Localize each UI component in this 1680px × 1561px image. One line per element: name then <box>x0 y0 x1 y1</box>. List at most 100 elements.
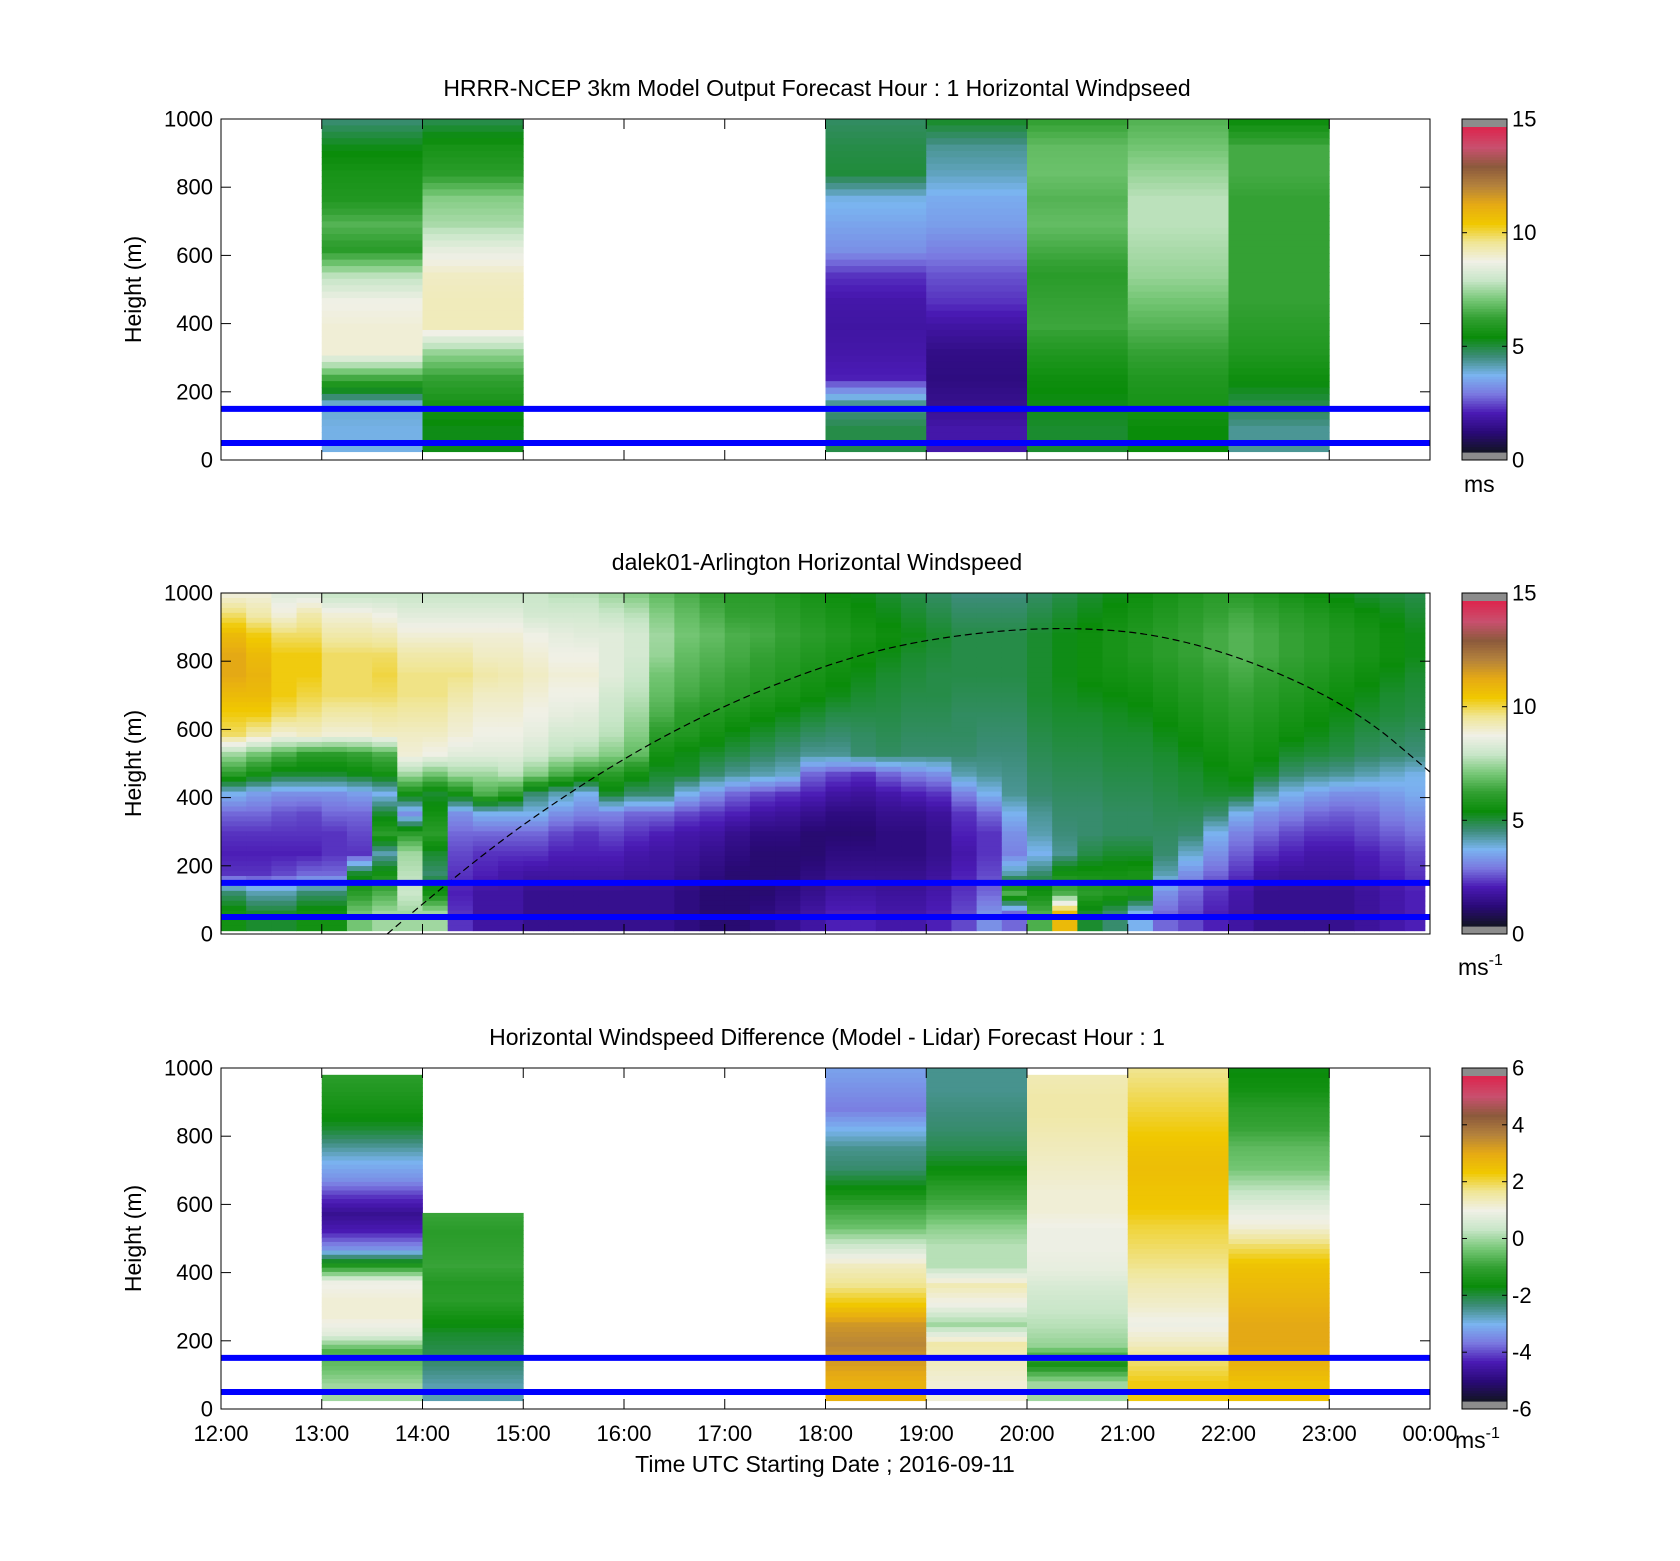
heatmap-cell <box>1127 920 1154 927</box>
heatmap-cell <box>271 831 297 837</box>
heatmap-cell <box>548 722 575 728</box>
heatmap-cell <box>1253 890 1280 897</box>
heatmap-cell <box>296 920 323 927</box>
heatmap-cell <box>1027 291 1129 299</box>
heatmap-cell <box>951 727 978 733</box>
heatmap-cell <box>624 637 650 644</box>
panel-1-ytick-label: 200 <box>176 379 213 404</box>
heatmap-cell <box>624 697 650 703</box>
heatmap-cell <box>548 751 575 758</box>
heatmap-cell <box>271 593 297 599</box>
heatmap-cell <box>472 925 499 932</box>
heatmap-cell <box>1027 652 1053 659</box>
heatmap-cell <box>1253 652 1280 659</box>
heatmap-cell <box>825 642 852 649</box>
heatmap-cell <box>221 727 247 733</box>
heatmap-cell <box>422 240 524 248</box>
heatmap-cell <box>951 597 978 604</box>
heatmap-cell <box>649 632 675 639</box>
heatmap-cell <box>1228 182 1330 190</box>
heatmap-cell <box>1102 831 1129 837</box>
heatmap-cell <box>724 736 751 743</box>
heatmap-cell <box>926 1385 1028 1392</box>
heatmap-cell <box>422 692 449 698</box>
heatmap-cell <box>447 727 474 733</box>
heatmap-cell <box>472 657 499 664</box>
heatmap-cell <box>523 692 549 698</box>
heatmap-cell <box>1178 885 1204 892</box>
heatmap-cell <box>1354 667 1381 674</box>
heatmap-cell <box>1077 920 1103 927</box>
heatmap-cell <box>1127 1112 1229 1118</box>
heatmap-cell <box>951 866 978 872</box>
heatmap-cell <box>1278 667 1305 674</box>
heatmap-cell <box>346 796 373 803</box>
heatmap-cell <box>296 925 323 932</box>
heatmap-cell <box>699 851 726 857</box>
heatmap-cell <box>1127 259 1229 267</box>
heatmap-cell <box>1077 667 1103 674</box>
heatmap-cell <box>1027 119 1129 126</box>
heatmap-cell <box>1077 776 1103 783</box>
heatmap-cell <box>976 707 1003 713</box>
heatmap-cell <box>296 593 323 599</box>
heatmap-cell <box>775 662 801 669</box>
heatmap-cell <box>1278 593 1305 599</box>
heatmap-cell <box>523 841 549 847</box>
heatmap-cell <box>1127 597 1154 604</box>
heatmap-cell <box>1278 920 1305 927</box>
heatmap-cell <box>649 895 675 902</box>
heatmap-cell <box>875 712 902 718</box>
heatmap-cell <box>1001 910 1028 917</box>
heatmap-cell <box>296 875 323 882</box>
heatmap-cell <box>1329 796 1355 803</box>
heatmap-cell <box>447 791 474 798</box>
heatmap-cell <box>1329 836 1355 842</box>
heatmap-cell <box>397 662 423 669</box>
heatmap-cell <box>472 811 499 817</box>
heatmap-cell <box>372 647 398 654</box>
heatmap-cell <box>447 612 474 619</box>
heatmap-cell <box>1304 925 1330 932</box>
heatmap-cell <box>875 667 902 674</box>
heatmap-cell <box>372 593 398 599</box>
heatmap-cell <box>1178 890 1204 897</box>
heatmap-cell <box>1102 776 1129 783</box>
heatmap-cell <box>749 662 776 669</box>
heatmap-cell <box>422 1212 524 1218</box>
heatmap-cell <box>1102 597 1129 604</box>
heatmap-cell <box>699 697 726 703</box>
heatmap-cell <box>1228 1121 1330 1128</box>
heatmap-cell <box>346 597 373 604</box>
heatmap-cell <box>1228 920 1255 927</box>
heatmap-cell <box>321 1383 423 1389</box>
heatmap-cell <box>825 632 852 639</box>
heatmap-cell <box>1203 741 1229 748</box>
heatmap-cell <box>523 925 549 932</box>
heatmap-cell <box>397 871 423 877</box>
heatmap-cell <box>498 761 524 768</box>
heatmap-cell <box>472 900 499 907</box>
heatmap-cell <box>749 841 776 847</box>
heatmap-cell <box>926 413 1028 421</box>
heatmap-cell <box>498 821 524 827</box>
heatmap-cell <box>498 612 524 619</box>
heatmap-cell <box>221 846 247 852</box>
heatmap-cell <box>1228 652 1255 659</box>
heatmap-cell <box>296 741 323 748</box>
heatmap-cell <box>321 791 348 798</box>
heatmap-cell <box>321 304 423 312</box>
heatmap-cell <box>1203 622 1229 629</box>
heatmap-cell <box>825 677 852 683</box>
heatmap-cell <box>422 746 449 753</box>
heatmap-cell <box>926 355 1028 363</box>
heatmap-cell <box>1228 692 1255 698</box>
heatmap-cell <box>875 925 902 932</box>
heatmap-cell <box>271 751 297 758</box>
heatmap-cell <box>1027 662 1053 669</box>
heatmap-cell <box>1152 836 1179 842</box>
heatmap-cell <box>548 816 575 822</box>
heatmap-cell <box>221 647 247 654</box>
heatmap-cell <box>498 791 524 798</box>
heatmap-cell <box>1253 900 1280 907</box>
